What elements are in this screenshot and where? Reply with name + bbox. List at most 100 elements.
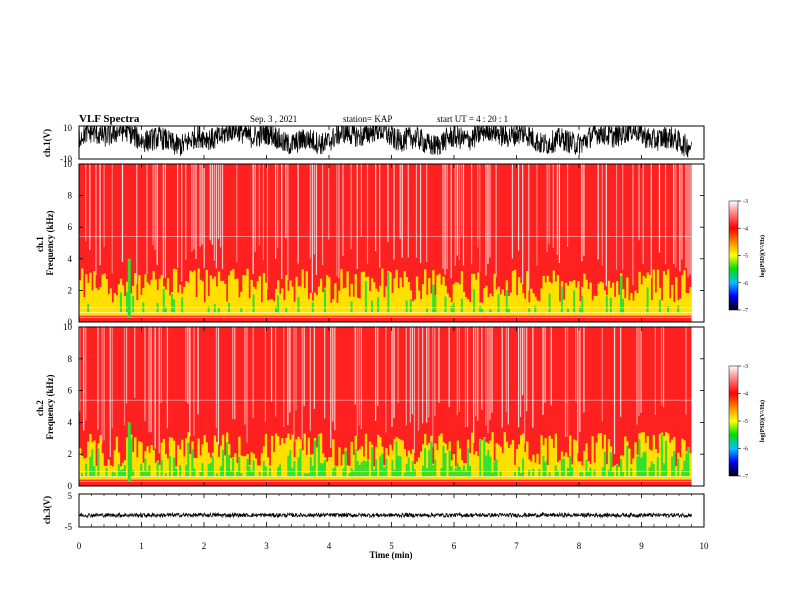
spectro-streak [350,164,352,250]
ch1-spectrogram-panel: 0 2 4 6 8 10 ch.1 Frequency (kHz) -3 -4 -5 -6 -7 … [35,159,766,327]
ch2-spectro-ylabel-line2: Frequency (kHz) [45,374,55,439]
spectro-band-green [240,307,243,313]
spectro-band-yellow [644,278,647,316]
spectro-streak [144,327,146,422]
spectro-band-green [677,458,680,477]
spectro-band-yellow [634,290,637,316]
spectro-band-green [479,306,482,313]
y-tick-label: 10 [63,159,73,169]
spectro-band-yellow [319,433,323,480]
ch3-ytick-bottom: -5 [65,522,73,532]
spectro-band-yellow [240,455,243,480]
spectro-streak [252,327,254,418]
spectro-streak [511,164,514,259]
spectro-band-yellow [477,272,480,316]
spectro-band-yellow [234,279,237,316]
spectro-band-yellow [536,453,539,480]
spectro-band-green [483,437,486,477]
spectro-band-green [640,457,643,477]
spectro-band-green [622,298,625,313]
spectro-band-yellow [579,461,582,480]
spectro-band-green [405,464,409,477]
spectro-band-green [603,451,607,477]
spectro-band-yellow [256,465,259,480]
y-tick-label: 0 [68,481,73,491]
spectro-band-green [585,459,588,477]
spectro-band-green [332,468,335,477]
spectro-streak [236,164,238,263]
spectro-streak [548,164,550,245]
start-ut-label: start UT = 4 : 20 : 1 [437,114,508,124]
spectro-band-yellow [403,448,406,480]
ch1-ytick-top: 10 [63,123,73,133]
spectro-band-green [373,469,376,477]
spectro-band-yellow [313,292,317,316]
y-tick-label: 2 [68,449,73,459]
spectro-band-yellow [683,440,686,480]
spectro-band-yellow [103,273,106,316]
spectro-band-yellow [168,295,172,316]
spectro-band-green [246,458,249,477]
spectro-band-green [528,469,531,477]
spectro-band-green [366,460,370,477]
spectro-band-green [662,463,666,477]
spectro-band-yellow [321,292,325,316]
spectro-band-yellow [93,271,96,316]
spectro-band-yellow [162,438,166,480]
spectro-band-yellow [93,440,96,480]
spectro-band-green [324,460,327,477]
spectro-band-yellow [532,454,535,480]
ch3-waveform-line [79,511,692,519]
spectro-band-yellow [460,460,464,480]
spectro-band-green [121,469,125,477]
spectro-band-green [393,469,396,477]
spectro-band-green [350,301,353,313]
spectro-streak [315,164,318,275]
spectro-band-yellow [160,275,164,316]
spectro-band-yellow [517,277,521,316]
spectro-band-green [462,464,466,477]
spectro-band-green [156,462,159,477]
spectro-streak [520,327,522,417]
spectro-band-yellow [340,269,343,316]
spectro-band-green [489,456,492,477]
spectro-band-yellow [230,457,233,480]
spectro-band-yellow [601,448,605,480]
spectro-band-yellow [458,448,462,480]
spectro-band-yellow [164,454,168,480]
spectro-streak [601,327,603,422]
spectro-band-green [454,468,458,477]
spectro-band-yellow [407,282,411,316]
spectro-streak [281,164,283,280]
spectro-band-yellow [493,273,496,316]
spectro-band-yellow [107,459,110,480]
spectro-band-yellow [526,441,529,480]
spectro-band-green [466,448,470,477]
spectro-band-yellow [346,271,349,316]
spectro-band-yellow [352,296,355,316]
spectro-band-yellow [307,437,311,480]
spectro-band-yellow [438,435,441,480]
spectro-band-yellow [401,440,404,480]
spectro-streak [495,164,497,277]
spectro-band-yellow [436,275,439,316]
spectro-band-green [671,456,674,477]
spectro-band-yellow [254,289,257,316]
spectro-streak [293,327,295,442]
spectro-band-yellow [281,288,284,316]
spectro-streak [297,164,299,264]
spectro-band-green [179,465,182,477]
spectro-band-yellow [213,276,217,316]
spectro-band-yellow [275,288,278,316]
spectro-streak [283,327,285,428]
spectro-band-green [667,306,670,313]
spectro-band-yellow [248,298,251,316]
x-tick-label: 2 [202,541,207,551]
date-label: Sep. 3 , 2021 [250,114,297,124]
spectro-band-yellow [109,465,112,480]
spectro-band-green [105,468,108,477]
spectro-band-yellow [595,442,598,480]
spectro-band-yellow [550,283,553,316]
spectro-band-yellow [315,447,319,480]
spectro-band-green [289,449,292,477]
